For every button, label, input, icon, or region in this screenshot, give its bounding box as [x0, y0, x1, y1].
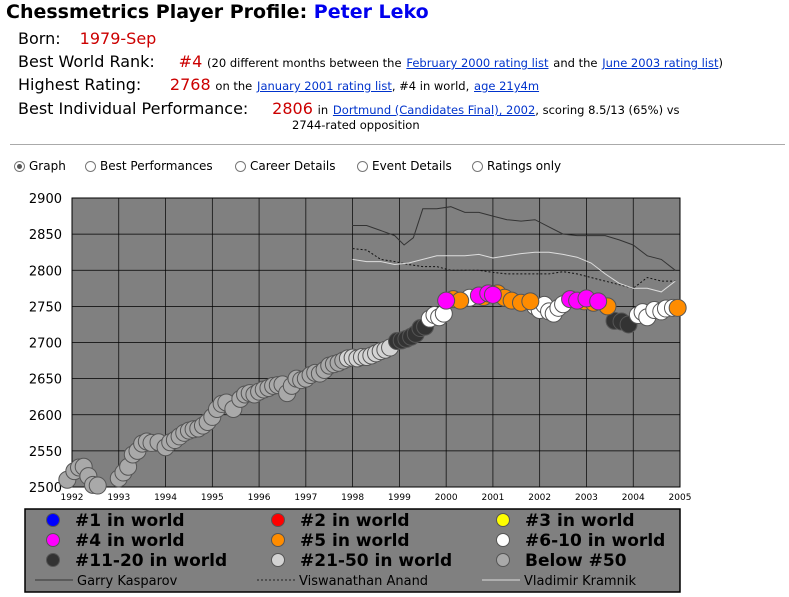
tab-graph[interactable]: Graph [14, 159, 66, 173]
data-point-4 [437, 291, 456, 310]
born-row: Born: 1979-Sep [18, 29, 156, 48]
y-tick-label: 2700 [29, 337, 62, 352]
y-tick-label: 2800 [29, 264, 62, 279]
tab-career-details-label: Career Details [250, 159, 336, 173]
legend-label: #1 in world [75, 511, 185, 531]
data-point-4 [483, 285, 502, 304]
radio-best-performances[interactable] [85, 161, 96, 172]
high-text-1: on the [215, 79, 253, 93]
x-tick-label: 1995 [201, 493, 224, 503]
radio-event-details[interactable] [357, 161, 368, 172]
x-tick-label: 1993 [107, 493, 130, 503]
legend-label: #3 in world [525, 511, 635, 531]
tab-best-performances[interactable]: Best Performances [85, 159, 213, 173]
legend-line-label: Garry Kasparov [77, 574, 178, 589]
legend-marker [46, 513, 60, 527]
y-tick-label: 2550 [29, 445, 62, 460]
legend-marker [271, 513, 285, 527]
radio-career-details[interactable] [235, 161, 246, 172]
x-tick-label: 2004 [622, 493, 645, 503]
series-line-vladimir-kramnik [352, 251, 676, 293]
y-tick-label: 2850 [29, 228, 62, 243]
high-label: Highest Rating: [18, 75, 142, 94]
x-tick-label: 2003 [575, 493, 598, 503]
x-tick-label: 2005 [669, 493, 692, 503]
radio-graph[interactable] [14, 161, 25, 172]
legend-marker [271, 533, 285, 547]
y-tick-label: 2650 [29, 373, 62, 388]
x-tick-label: 1998 [341, 493, 364, 503]
january-2001-list-link[interactable]: January 2001 rating list [257, 79, 392, 93]
best-performance-row: Best Individual Performance: 2806 in Dor… [18, 99, 680, 118]
tab-best-performances-label: Best Performances [100, 159, 213, 173]
page-title: Chessmetrics Player Profile: Peter Leko [6, 1, 429, 23]
legend-marker [46, 553, 60, 567]
y-tick-label: 2750 [29, 300, 62, 315]
tab-event-details-label: Event Details [372, 159, 452, 173]
high-text-2: , #4 in world, [391, 79, 470, 93]
perf-text-2: , scoring 8.5/13 (65%) vs [535, 103, 680, 117]
legend-label: #2 in world [300, 511, 410, 531]
legend-label: #6-10 in world [525, 531, 665, 551]
perf-text-1: in [317, 103, 329, 117]
perf-value: 2806 [272, 99, 313, 118]
rank-text-3: ) [718, 56, 723, 70]
legend-marker [496, 553, 510, 567]
legend-label: #4 in world [75, 531, 185, 551]
legend-marker [46, 533, 60, 547]
rank-value: #4 [178, 52, 203, 71]
rank-text-2: and the [553, 56, 598, 70]
legend-label: #5 in world [300, 531, 410, 551]
perf-text-3: 2744-rated opposition [292, 118, 420, 132]
player-name: Peter Leko [313, 1, 429, 23]
legend-line-label: Vladimir Kramnik [524, 574, 636, 589]
legend-label: #11-20 in world [75, 551, 227, 571]
x-tick-label: 1994 [154, 493, 177, 503]
highest-rating-row: Highest Rating: 2768 on the January 2001… [18, 75, 539, 94]
legend-box [24, 508, 681, 593]
february-2000-list-link[interactable]: February 2000 rating list [406, 56, 549, 70]
age-link[interactable]: age 21y4m [474, 79, 540, 93]
rank-label: Best World Rank: [18, 52, 155, 71]
divider [10, 144, 785, 145]
x-tick-label: 2001 [481, 493, 504, 503]
perf-label: Best Individual Performance: [18, 99, 249, 118]
rank-text-1: (20 different months between the [207, 56, 402, 70]
radio-ratings-only[interactable] [472, 161, 483, 172]
world-rank-row: Best World Rank: #4 (20 different months… [18, 52, 723, 71]
june-2003-list-link[interactable]: June 2003 rating list [602, 56, 719, 70]
legend-label: #21-50 in world [300, 551, 452, 571]
legend-marker [271, 553, 285, 567]
x-tick-label: 1996 [248, 493, 271, 503]
title-prefix: Chessmetrics Player Profile: [6, 1, 308, 23]
tab-event-details[interactable]: Event Details [357, 159, 452, 173]
data-point-below50 [88, 476, 107, 495]
x-tick-label: 1997 [294, 493, 317, 503]
data-point-5 [521, 292, 540, 311]
legend-marker [496, 533, 510, 547]
series-line-garry-kasparov [352, 206, 676, 271]
born-label: Born: [18, 29, 61, 48]
legend-marker [496, 513, 510, 527]
tab-graph-label: Graph [29, 159, 66, 173]
dortmund-2002-link[interactable]: Dortmund (Candidates Final), 2002 [332, 103, 536, 117]
high-value: 2768 [169, 75, 211, 94]
tab-ratings-only[interactable]: Ratings only [472, 159, 561, 173]
tab-ratings-only-label: Ratings only [487, 159, 562, 173]
y-tick-label: 2900 [29, 192, 62, 207]
x-tick-label: 1992 [61, 493, 84, 503]
legend-label: Below #50 [525, 551, 627, 571]
x-tick-label: 2002 [528, 493, 551, 503]
y-tick-label: 2600 [29, 409, 62, 424]
series-line-viswanathan-anand [352, 248, 676, 289]
x-tick-label: 2000 [435, 493, 458, 503]
data-point-5 [668, 298, 687, 317]
tab-career-details[interactable]: Career Details [235, 159, 336, 173]
x-tick-label: 1999 [388, 493, 411, 503]
data-point-4 [589, 292, 608, 311]
born-value: 1979-Sep [79, 29, 157, 48]
y-tick-label: 2500 [29, 481, 62, 496]
legend-line-label: Viswanathan Anand [299, 574, 428, 589]
